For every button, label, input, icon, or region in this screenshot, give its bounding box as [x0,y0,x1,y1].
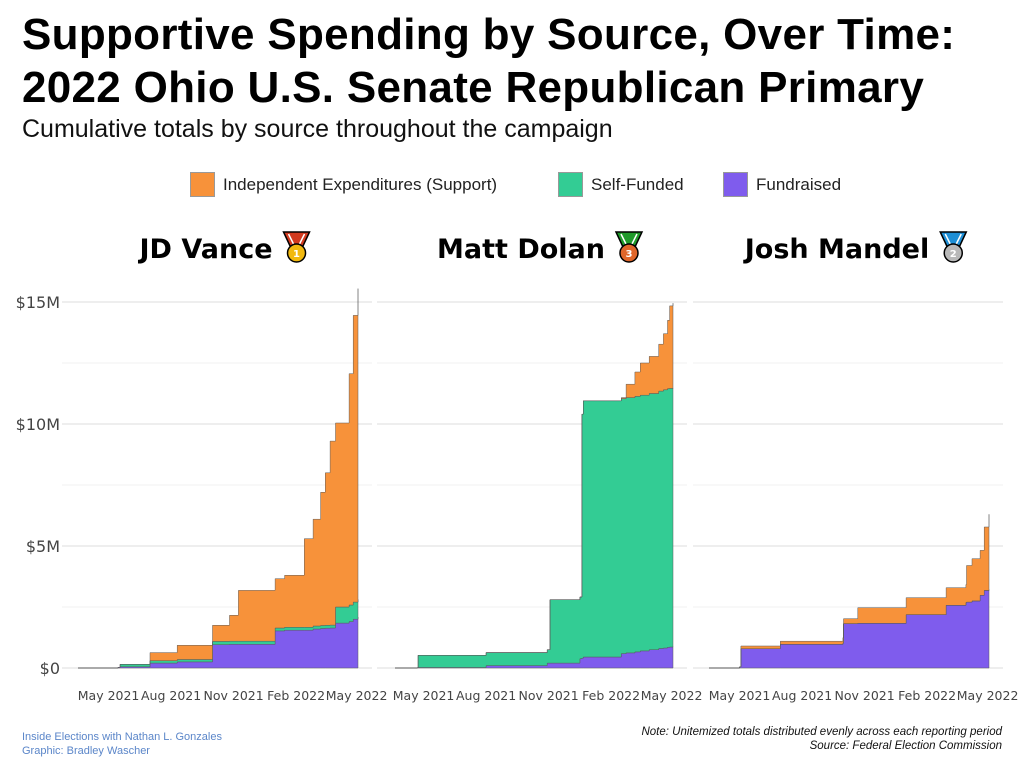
area-independent-expenditures [708,514,990,669]
x-tick-label: Feb 2022 [898,688,956,703]
x-tick-label: May 2021 [393,688,455,703]
medal-rank: 3 [626,249,633,260]
x-tick-label: Feb 2022 [582,688,640,703]
panel-title: JD Vance [137,234,272,265]
x-tick-label: May 2021 [78,688,140,703]
x-tick-label: Aug 2021 [456,688,516,703]
source-text: Source: Federal Election Commission [809,740,1002,752]
bronze-medal-icon [619,243,639,263]
x-tick-label: Nov 2021 [519,688,579,703]
x-tick-label: Feb 2022 [267,688,325,703]
x-tick-label: Nov 2021 [204,688,264,703]
chart-title: Supportive Spending by Source, Over Time… [22,8,955,114]
x-tick-label: May 2022 [326,688,388,703]
legend-label-self-funded: Self-Funded [591,174,684,194]
y-tick-label: $5M [26,537,60,556]
legend-item-self-funded: Self-Funded [558,172,684,197]
note-text: Note: Unitemized totals distributed even… [641,726,1002,738]
credit-graphic: Graphic: Bradley Wascher [22,745,150,757]
x-tick-label: Nov 2021 [835,688,895,703]
legend-swatch-self-funded [558,172,583,197]
x-tick-label: May 2021 [709,688,771,703]
area-self-funded [394,388,674,669]
area-independent-expenditures [394,302,674,669]
x-tick-label: May 2022 [641,688,703,703]
panel-title: Josh Mandel [743,234,930,265]
x-tick-label: May 2022 [957,688,1019,703]
legend-label-ie: Independent Expenditures (Support) [223,174,498,194]
legend-item-ie: Independent Expenditures (Support) [190,172,497,197]
legend-swatch-ie [190,172,215,197]
gold-medal-icon [286,243,307,263]
silver-medal-icon [943,243,963,263]
y-tick-label: $15M [16,293,60,312]
legend-item-fundraised: Fundraised [723,172,841,197]
medal-rank: 2 [950,249,957,260]
y-tick-label: $0 [40,659,60,678]
y-tick-label: $10M [16,415,60,434]
notes: Note: Unitemized totals distributed even… [641,725,1002,753]
panel-title: Matt Dolan [437,234,605,265]
area-independent-expenditures [77,288,359,669]
legend-swatch-fundraised [723,172,748,197]
title-line-1: Supportive Spending by Source, Over Time… [22,10,956,59]
credit-publisher: Inside Elections with Nathan L. Gonzales [22,731,222,743]
legend-label-fundraised: Fundraised [756,174,842,194]
title-line-2: 2022 Ohio U.S. Senate Republican Primary [22,63,925,112]
legend: Independent Expenditures (Support) Self-… [0,172,1024,200]
x-tick-label: Aug 2021 [141,688,201,703]
medal-rank: 1 [293,249,300,260]
x-tick-label: Aug 2021 [772,688,832,703]
chart-subtitle: Cumulative totals by source throughout t… [22,115,613,143]
credits: Inside Elections with Nathan L. Gonzales… [22,730,222,758]
